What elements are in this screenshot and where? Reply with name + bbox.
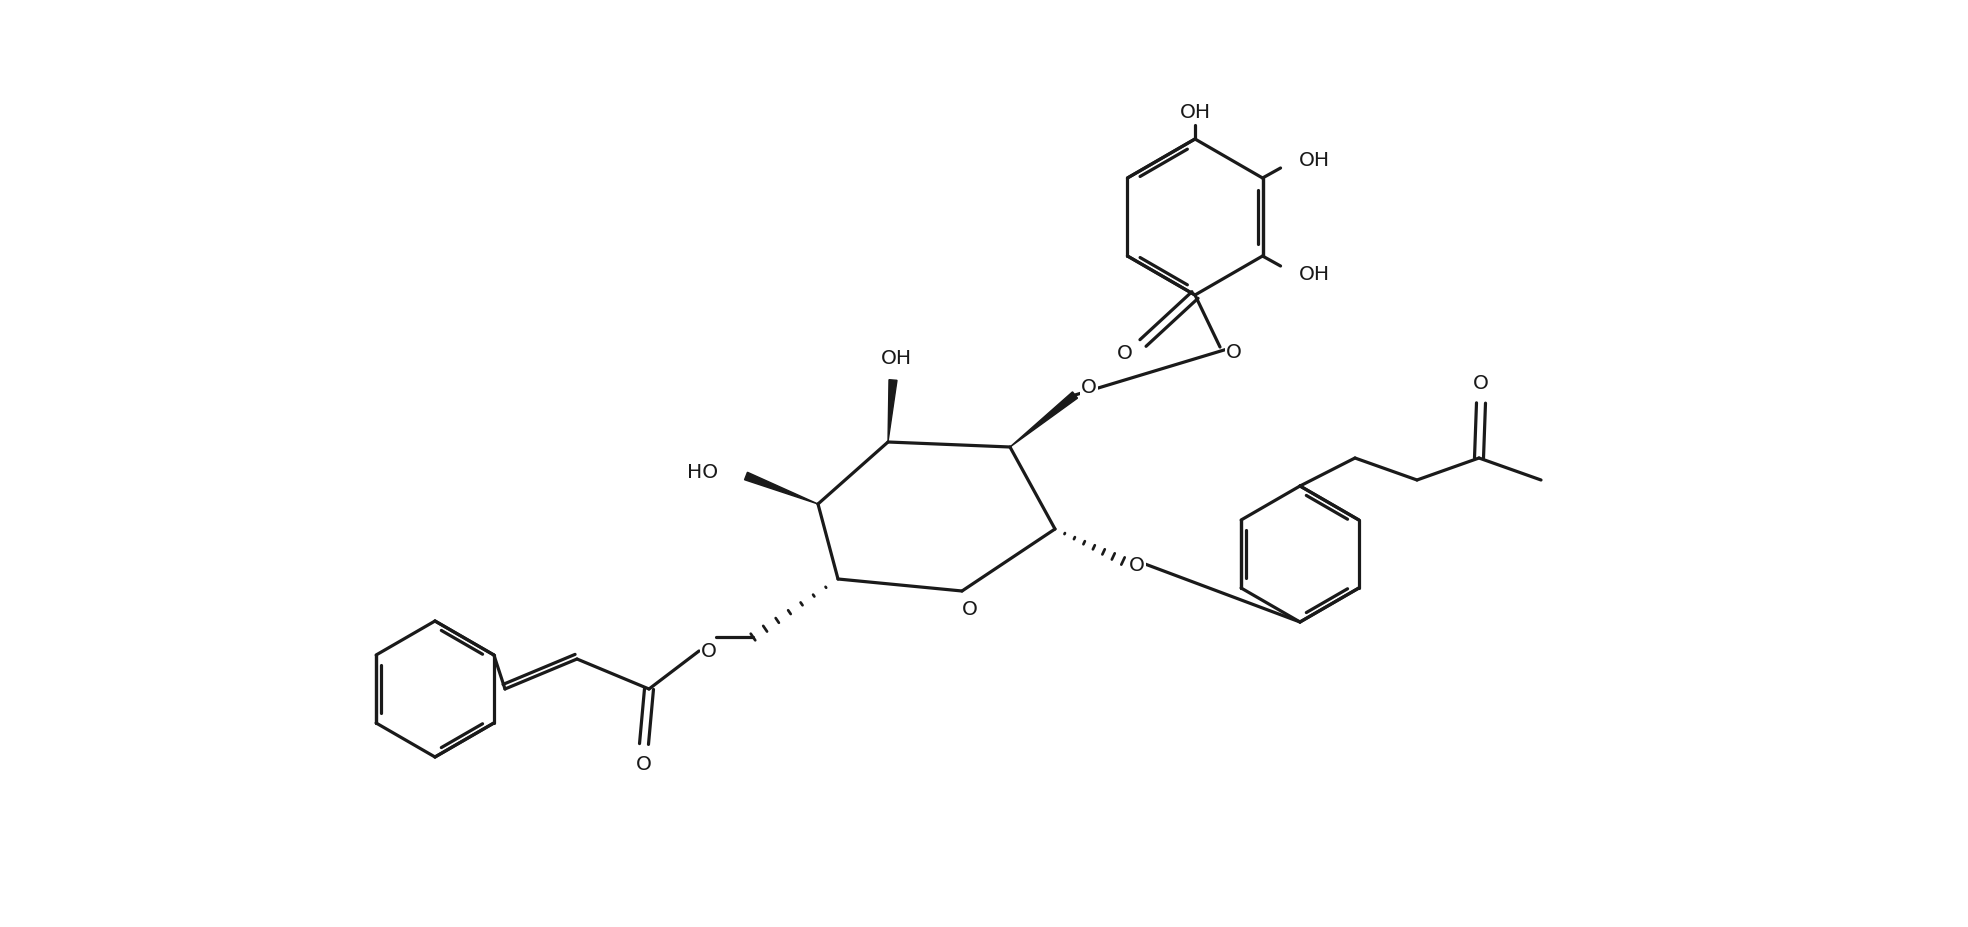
Text: O: O [1130, 556, 1145, 575]
Text: O: O [1080, 378, 1096, 397]
Polygon shape [888, 380, 897, 442]
Text: OH: OH [880, 349, 911, 368]
Text: OH: OH [1179, 102, 1210, 121]
Polygon shape [1010, 392, 1078, 448]
Text: O: O [701, 641, 716, 661]
Text: O: O [1226, 343, 1242, 362]
Text: OH: OH [1299, 151, 1330, 171]
Text: OH: OH [1299, 265, 1330, 285]
Polygon shape [744, 473, 819, 504]
Text: HO: HO [687, 463, 718, 482]
Text: O: O [1118, 344, 1134, 363]
Text: O: O [636, 755, 651, 774]
Text: O: O [962, 600, 978, 619]
Text: O: O [1474, 375, 1490, 393]
